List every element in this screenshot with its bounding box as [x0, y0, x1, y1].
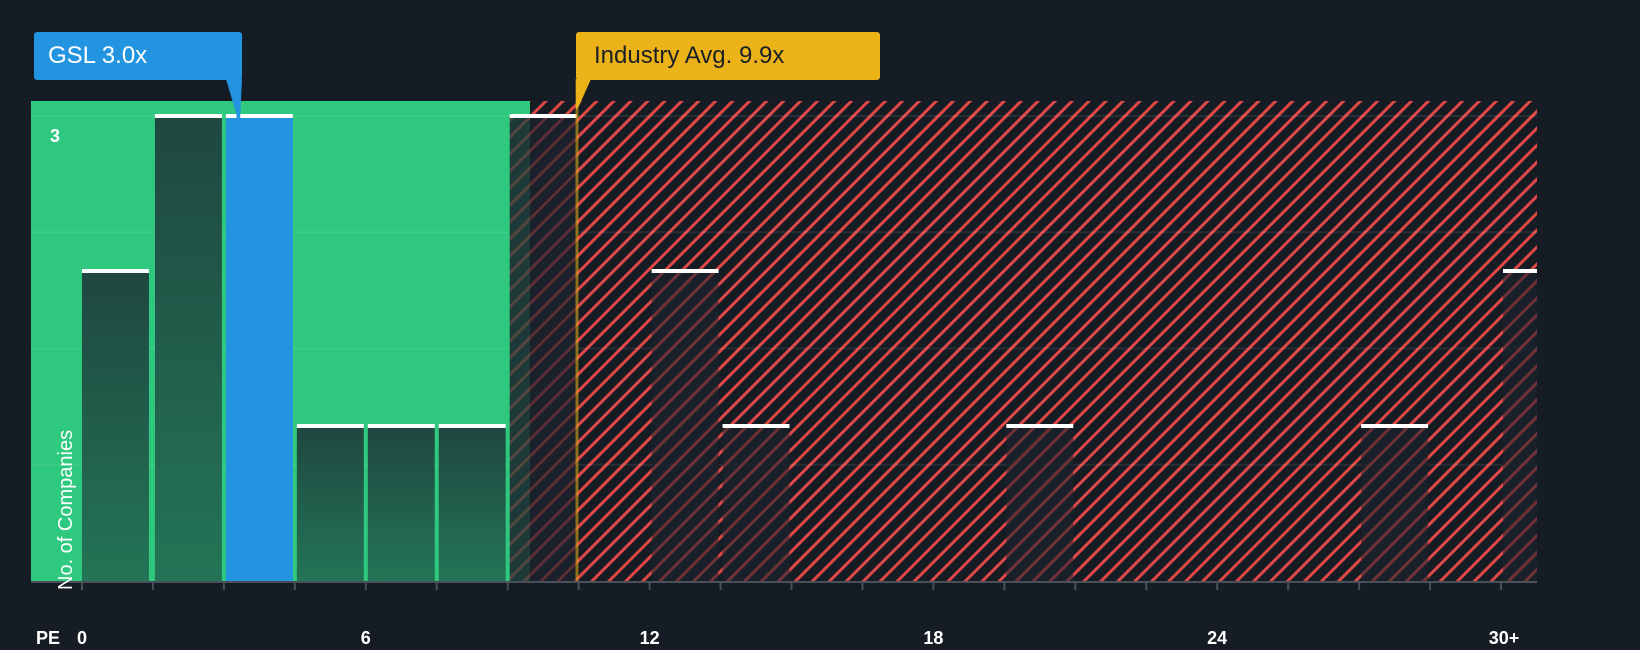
- bar-cap: [82, 269, 149, 273]
- bar-cap: [367, 424, 435, 428]
- bar-cap: [296, 424, 364, 428]
- x-axis-label: PE: [36, 628, 61, 648]
- company-pe-callout: GSL 3.0x: [34, 32, 242, 80]
- bar-cap: [1503, 269, 1537, 273]
- histogram-bar: [1361, 426, 1429, 581]
- histogram-bar: [296, 426, 364, 581]
- histogram-bar: [722, 426, 790, 581]
- histogram-bar: [367, 426, 435, 581]
- histogram-bar: [154, 116, 222, 581]
- histogram-bar: [82, 271, 149, 581]
- bar-cap: [509, 114, 577, 118]
- industry-callout-pointer: [576, 79, 591, 110]
- industry-average-callout: Industry Avg. 9.9x: [576, 32, 880, 80]
- bar-cap: [1006, 424, 1074, 428]
- bar-cap: [1361, 424, 1429, 428]
- histogram-bar: [1006, 426, 1074, 581]
- x-tick-label: 30+: [1488, 628, 1520, 648]
- bar-cap: [154, 114, 222, 118]
- histogram-bar: [438, 426, 506, 581]
- bar-cap: [438, 424, 506, 428]
- histogram-bar: [1503, 271, 1537, 581]
- x-tick-label: 6: [360, 628, 371, 648]
- y-axis-label: No. of Companies: [55, 429, 77, 590]
- x-tick-label: 18: [923, 628, 944, 648]
- bar-cap: [225, 114, 293, 118]
- y-tick-top: 3: [50, 126, 61, 146]
- company-bar: [225, 116, 293, 581]
- x-tick-label: 24: [1207, 628, 1228, 648]
- x-tick-label: 12: [639, 628, 660, 648]
- bar-cap: [651, 269, 719, 273]
- histogram-bar-overlap: [530, 116, 577, 581]
- x-tick-label: 0: [76, 628, 88, 648]
- bar-cap: [722, 424, 790, 428]
- histogram-bar: [651, 271, 719, 581]
